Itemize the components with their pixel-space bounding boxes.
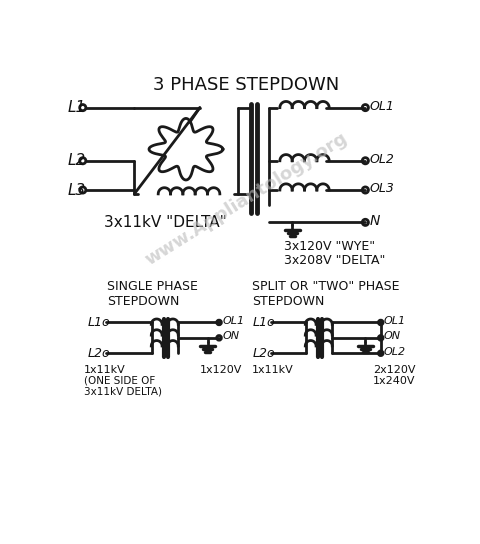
Text: L1: L1 (67, 100, 85, 115)
Text: www.Appliantology.org: www.Appliantology.org (142, 129, 350, 269)
Text: L2o: L2o (88, 347, 111, 360)
Text: 1x11kV: 1x11kV (252, 365, 294, 375)
Text: 1x120V: 1x120V (200, 365, 242, 375)
Text: OL1: OL1 (370, 100, 395, 113)
Text: 3x208V "DELTA": 3x208V "DELTA" (285, 255, 386, 267)
Text: (ONE SIDE OF: (ONE SIDE OF (84, 376, 156, 386)
Text: ON: ON (222, 331, 239, 341)
Text: L1o: L1o (88, 316, 111, 329)
Text: 1x11kV: 1x11kV (84, 365, 126, 375)
Text: 3x120V "WYE": 3x120V "WYE" (285, 240, 376, 254)
Text: 2x120V: 2x120V (373, 365, 416, 375)
Text: 1x240V: 1x240V (373, 376, 416, 386)
Text: OL1: OL1 (222, 316, 244, 326)
Text: L2o: L2o (252, 347, 275, 360)
Text: SINGLE PHASE
STEPDOWN: SINGLE PHASE STEPDOWN (108, 280, 198, 308)
Text: OL2: OL2 (370, 153, 395, 166)
Text: N: N (370, 214, 380, 228)
Text: OL3: OL3 (370, 182, 395, 195)
Text: L2: L2 (67, 153, 85, 168)
Text: OL1: OL1 (384, 316, 406, 326)
Text: 3x11kV DELTA): 3x11kV DELTA) (84, 387, 162, 397)
Text: SPLIT OR "TWO" PHASE
STEPDOWN: SPLIT OR "TWO" PHASE STEPDOWN (252, 280, 400, 308)
Text: 3 PHASE STEPDOWN: 3 PHASE STEPDOWN (153, 76, 339, 94)
Text: L1o: L1o (252, 316, 275, 329)
Text: L3: L3 (67, 183, 85, 197)
Text: ON: ON (384, 331, 401, 341)
Text: 3x11kV "DELTA": 3x11kV "DELTA" (104, 215, 226, 230)
Text: OL2: OL2 (384, 347, 406, 357)
